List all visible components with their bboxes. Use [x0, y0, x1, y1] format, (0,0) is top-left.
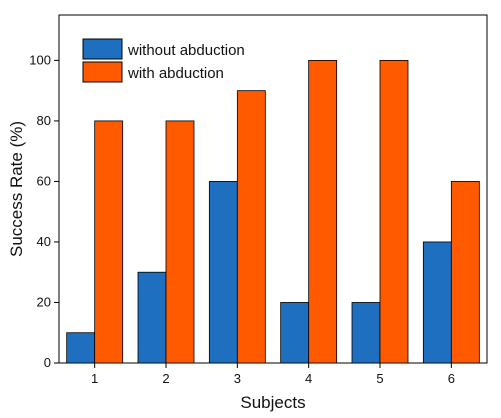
bar-without-abduction-subject-3 [208, 181, 238, 364]
x-tick-label: 1 [91, 371, 98, 386]
y-axis-title: Success Rate (%) [7, 121, 26, 257]
x-tick-label: 3 [234, 371, 241, 386]
y-tick-label: 60 [37, 173, 51, 188]
bar-with-abduction-subject-5 [379, 59, 409, 364]
x-tick-label: 6 [448, 371, 455, 386]
y-tick-label: 100 [29, 52, 51, 67]
x-tick-label: 4 [305, 371, 312, 386]
y-axis-ticks: 0 20 40 60 80 100 [29, 52, 59, 370]
legend-swatch-with-abduction [82, 61, 123, 83]
bar-without-abduction-subject-2 [137, 271, 167, 364]
bar-without-abduction-subject-1 [66, 332, 96, 364]
y-tick-label: 40 [37, 234, 51, 249]
bars-group [66, 59, 480, 364]
bar-without-abduction-subject-6 [422, 241, 452, 364]
x-tick-label: 5 [376, 371, 383, 386]
y-tick-label: 20 [37, 294, 51, 309]
legend-swatch-without-abduction [82, 38, 123, 60]
bar-without-abduction-subject-4 [280, 302, 310, 364]
bar-with-abduction-subject-4 [308, 59, 338, 364]
y-tick-label: 0 [44, 355, 51, 370]
x-tick-label: 2 [162, 371, 169, 386]
bar-with-abduction-subject-2 [165, 120, 195, 364]
bar-with-abduction-subject-6 [450, 181, 480, 364]
legend: without abduction with abduction [82, 38, 245, 83]
bar-with-abduction-subject-1 [94, 120, 124, 364]
legend-label-with-abduction: with abduction [127, 65, 224, 82]
x-axis-ticks: 1 2 3 4 5 6 [91, 363, 455, 386]
plot-area [58, 14, 488, 364]
x-axis-title: Subjects [240, 393, 305, 412]
bar-without-abduction-subject-5 [351, 302, 381, 364]
legend-label-without-abduction: without abduction [127, 42, 245, 59]
y-tick-label: 80 [37, 113, 51, 128]
bar-with-abduction-subject-3 [236, 90, 266, 364]
